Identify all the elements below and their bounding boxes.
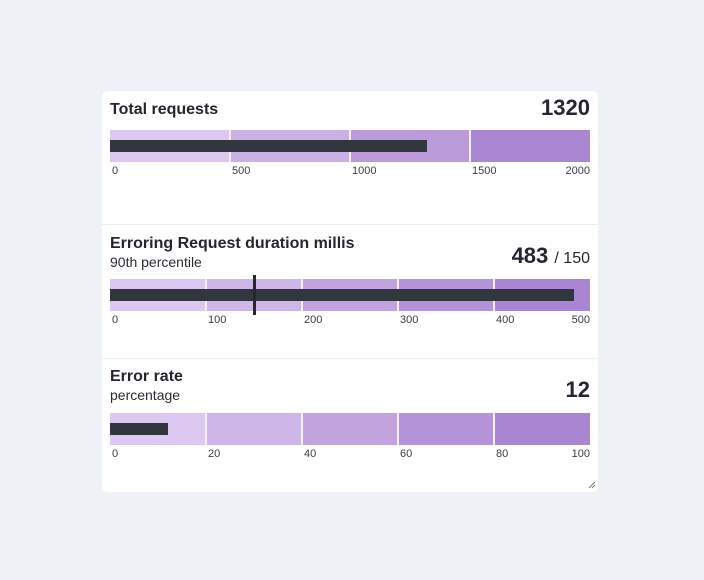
bullet-chart: 0 100 200 300 400 500: [110, 275, 590, 329]
range-band: [470, 130, 590, 162]
resize-handle-icon[interactable]: [588, 481, 596, 489]
bullet-chart: 0 500 1000 1500 2000: [110, 130, 590, 180]
measure-bar: [110, 140, 427, 152]
tick-label: 2000: [565, 165, 590, 177]
band-divider: [493, 413, 495, 445]
chart-subtitle: percentage: [110, 387, 181, 403]
chart-value: 12: [566, 377, 590, 403]
tick-label: 1000: [352, 165, 377, 177]
bullet-error-rate: Error rate percentage 12 0 20 40 60 80 100: [102, 358, 598, 491]
bullet-erroring-duration: Erroring Request duration millis 90th pe…: [102, 225, 598, 359]
range-band: [206, 413, 302, 445]
chart-value: 1320: [541, 95, 590, 121]
tick-label: 500: [571, 314, 590, 326]
measure-bar: [110, 289, 574, 301]
value-label: 483: [511, 243, 549, 268]
tick-label: 0: [112, 448, 119, 460]
bullet-total-requests: Total requests 1320 0 500 1000 1500 2000: [102, 91, 598, 225]
tick-label: 400: [496, 314, 515, 326]
target-label: / 150: [554, 250, 590, 267]
tick-label: 20: [208, 448, 221, 460]
band-divider: [469, 130, 471, 162]
value-label: 12: [565, 377, 590, 402]
measure-bar: [110, 423, 168, 435]
tick-label: 0: [112, 314, 119, 326]
target-marker: [252, 275, 256, 315]
tick-label: 0: [112, 165, 119, 177]
range-band: [494, 413, 590, 445]
band-divider: [301, 413, 303, 445]
tick-label: 100: [571, 448, 590, 460]
tick-label: 40: [304, 448, 317, 460]
chart-title: Error rate: [110, 368, 183, 385]
chart-title: Erroring Request duration millis: [110, 235, 355, 252]
tick-label: 80: [496, 448, 509, 460]
tick-label: 1500: [472, 165, 497, 177]
band-divider: [397, 413, 399, 445]
tick-label: 200: [304, 314, 323, 326]
range-band: [302, 413, 398, 445]
chart-subtitle: 90th percentile: [110, 254, 202, 270]
tick-label: 100: [208, 314, 227, 326]
value-label: 1320: [541, 95, 590, 120]
bullet-chart-panel: Total requests 1320 0 500 1000 1500 2000 Err…: [102, 91, 598, 492]
chart-title: Total requests: [110, 101, 219, 118]
range-band: [398, 413, 494, 445]
tick-label: 60: [400, 448, 413, 460]
tick-label: 300: [400, 314, 419, 326]
bullet-chart: 0 20 40 60 80 100: [110, 413, 590, 463]
chart-value: 483 / 150: [512, 243, 590, 269]
band-divider: [205, 413, 207, 445]
tick-label: 500: [232, 165, 251, 177]
